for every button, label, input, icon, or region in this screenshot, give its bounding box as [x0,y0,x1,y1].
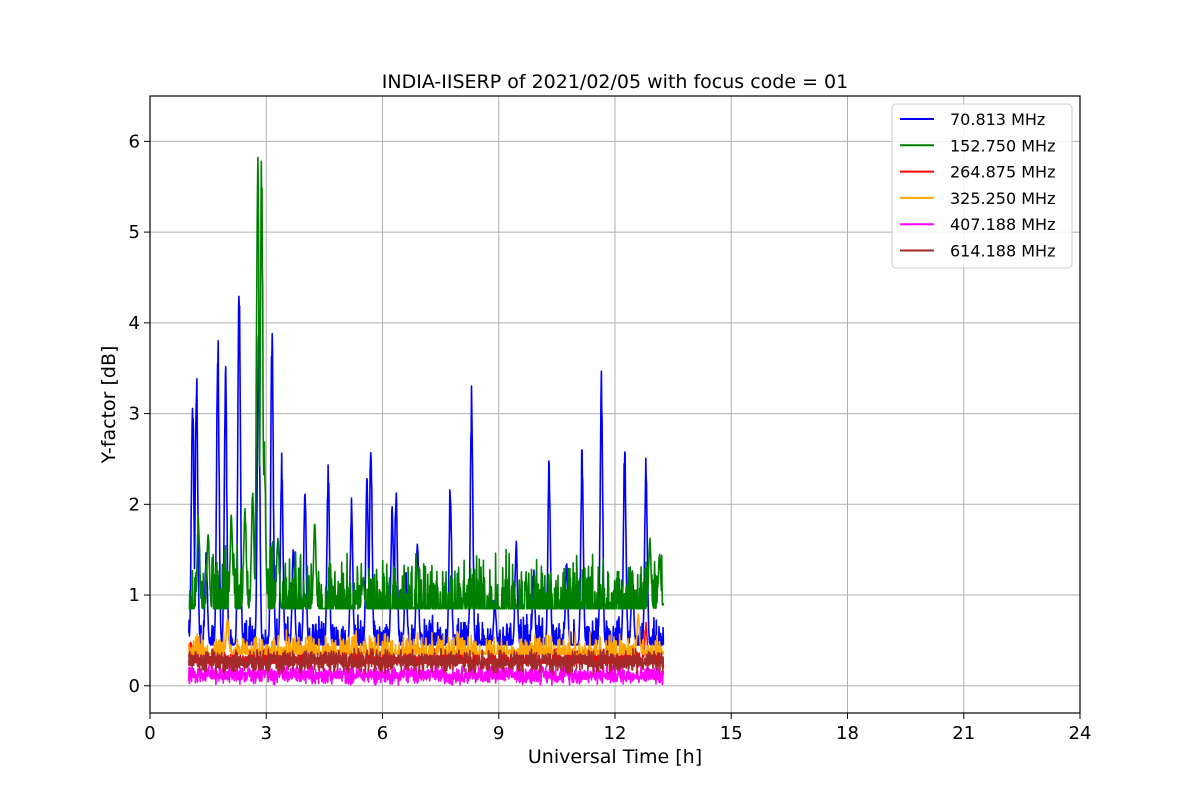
y-tick-label: 2 [129,494,140,515]
y-tick-label: 6 [129,131,140,152]
x-tick-label: 24 [1069,723,1092,744]
x-tick-label: 18 [836,723,859,744]
y-tick-label: 1 [129,585,140,606]
y-tick-label: 3 [129,404,140,425]
series-line-5 [188,647,665,676]
legend: 70.813 MHz 152.750 MHz 264.875 MHz 325.250 … [891,103,1073,269]
x-tick-label: 15 [720,723,743,744]
x-tick-label: 12 [604,723,627,744]
legend-label: 407.188 MHz [950,215,1055,234]
x-tick-label: 21 [952,723,975,744]
series-line-1 [188,156,665,610]
chart-title: INDIA-IISERP of 2021/02/05 with focus co… [382,71,848,93]
legend-box [891,103,1073,269]
legend-label: 70.813 MHz [950,110,1045,129]
y-tick-label: 4 [129,313,140,334]
x-tick-label: 3 [261,723,272,744]
series-line-4 [188,663,665,687]
legend-label: 614.188 MHz [950,242,1055,261]
x-tick-label: 6 [377,723,388,744]
x-tick-label: 9 [493,723,504,744]
plot-series [188,156,665,687]
y-tick-label: 5 [129,222,140,243]
x-axis-title: Universal Time [h] [528,746,702,768]
y-tick-label: 0 [129,676,140,697]
y-axis-title: Y-factor [dB] [98,346,120,465]
x-tick-label: 0 [144,723,155,744]
legend-label: 152.750 MHz [950,136,1055,155]
legend-label: 325.250 MHz [950,189,1055,208]
legend-label: 264.875 MHz [950,163,1055,182]
